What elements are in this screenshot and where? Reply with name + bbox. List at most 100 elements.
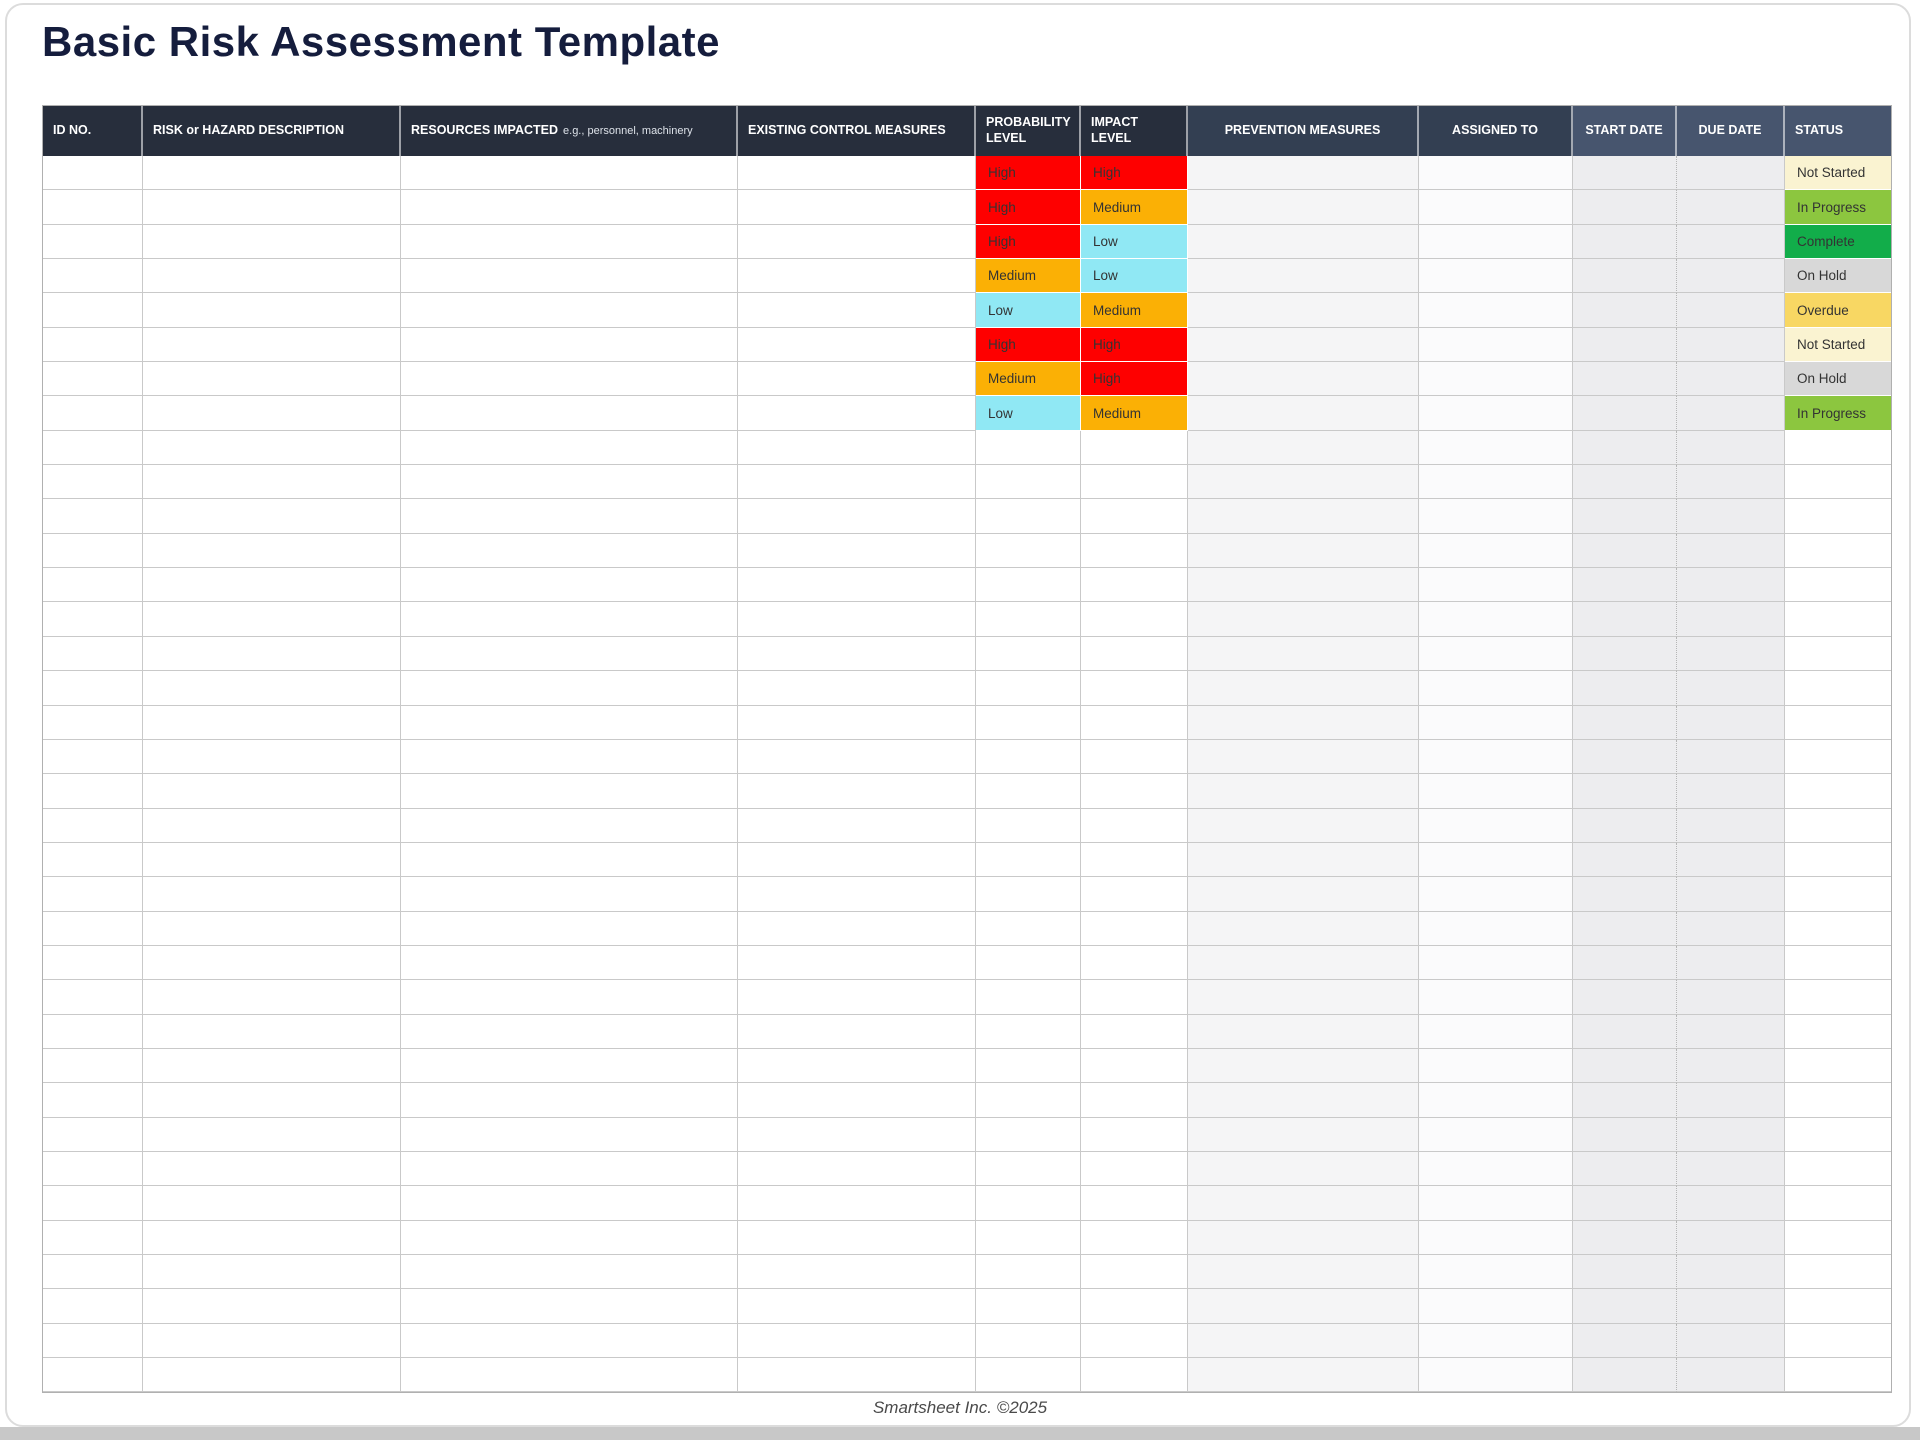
cell-assigned-to[interactable] [1419,259,1573,294]
cell-probability-level[interactable]: High [976,190,1081,225]
cell-status[interactable] [1785,945,1891,981]
cell-risk-description[interactable] [143,945,401,981]
cell-impact-level[interactable] [1081,465,1188,500]
cell-risk-description[interactable] [143,568,401,603]
cell-due-date[interactable] [1677,190,1785,225]
cell-resources-impacted[interactable] [401,671,738,706]
cell-status[interactable]: On Hold [1785,362,1891,397]
cell-start-date[interactable] [1573,224,1677,260]
cell-status[interactable]: Not Started [1785,156,1891,191]
cell-prevention-measures[interactable] [1188,602,1419,637]
cell-id-no[interactable] [43,774,143,809]
cell-risk-description[interactable] [143,1186,401,1221]
cell-resources-impacted[interactable] [401,259,738,294]
cell-existing-control-measures[interactable] [738,1186,976,1221]
cell-start-date[interactable] [1573,499,1677,534]
cell-prevention-measures[interactable] [1188,636,1419,672]
cell-id-no[interactable] [43,1358,143,1393]
cell-prevention-measures[interactable] [1188,1048,1419,1084]
cell-resources-impacted[interactable] [401,808,738,843]
cell-due-date[interactable] [1677,774,1785,809]
cell-status[interactable] [1785,911,1891,946]
cell-id-no[interactable] [43,1255,143,1290]
cell-risk-description[interactable] [143,774,401,809]
cell-assigned-to[interactable] [1419,156,1573,191]
cell-due-date[interactable] [1677,1151,1785,1187]
cell-prevention-measures[interactable] [1188,1220,1419,1255]
cell-assigned-to[interactable] [1419,945,1573,981]
cell-probability-level[interactable] [976,705,1081,740]
cell-assigned-to[interactable] [1419,602,1573,637]
cell-risk-description[interactable] [143,1323,401,1359]
cell-impact-level[interactable] [1081,808,1188,843]
cell-existing-control-measures[interactable] [738,705,976,740]
cell-status[interactable] [1785,877,1891,912]
cell-risk-description[interactable] [143,808,401,843]
cell-impact-level[interactable]: Low [1081,224,1188,260]
cell-impact-level[interactable] [1081,636,1188,672]
cell-id-no[interactable] [43,1186,143,1221]
cell-probability-level[interactable] [976,1186,1081,1221]
cell-assigned-to[interactable] [1419,877,1573,912]
cell-prevention-measures[interactable] [1188,156,1419,191]
cell-risk-description[interactable] [143,636,401,672]
cell-existing-control-measures[interactable] [738,636,976,672]
cell-risk-description[interactable] [143,842,401,878]
cell-resources-impacted[interactable] [401,1255,738,1290]
cell-start-date[interactable] [1573,1048,1677,1084]
cell-assigned-to[interactable] [1419,739,1573,775]
cell-status[interactable]: In Progress [1785,190,1891,225]
cell-prevention-measures[interactable] [1188,705,1419,740]
cell-resources-impacted[interactable] [401,224,738,260]
cell-probability-level[interactable] [976,911,1081,946]
cell-resources-impacted[interactable] [401,533,738,569]
cell-impact-level[interactable] [1081,1255,1188,1290]
cell-impact-level[interactable] [1081,1289,1188,1324]
cell-start-date[interactable] [1573,396,1677,431]
cell-impact-level[interactable] [1081,842,1188,878]
cell-status[interactable] [1785,533,1891,569]
cell-due-date[interactable] [1677,636,1785,672]
cell-existing-control-measures[interactable] [738,808,976,843]
cell-resources-impacted[interactable] [401,156,738,191]
cell-impact-level[interactable] [1081,774,1188,809]
cell-existing-control-measures[interactable] [738,1117,976,1152]
cell-resources-impacted[interactable] [401,190,738,225]
cell-prevention-measures[interactable] [1188,945,1419,981]
cell-id-no[interactable] [43,465,143,500]
cell-risk-description[interactable] [143,911,401,946]
cell-start-date[interactable] [1573,1255,1677,1290]
cell-probability-level[interactable] [976,1048,1081,1084]
cell-status[interactable] [1785,1186,1891,1221]
cell-impact-level[interactable] [1081,533,1188,569]
cell-existing-control-measures[interactable] [738,980,976,1015]
cell-resources-impacted[interactable] [401,1083,738,1118]
cell-start-date[interactable] [1573,1083,1677,1118]
cell-prevention-measures[interactable] [1188,980,1419,1015]
cell-id-no[interactable] [43,1048,143,1084]
cell-status[interactable] [1785,1255,1891,1290]
cell-probability-level[interactable] [976,671,1081,706]
cell-probability-level[interactable] [976,568,1081,603]
cell-impact-level[interactable] [1081,1186,1188,1221]
cell-start-date[interactable] [1573,739,1677,775]
cell-status[interactable] [1785,774,1891,809]
cell-status[interactable]: Complete [1785,224,1891,260]
cell-existing-control-measures[interactable] [738,259,976,294]
cell-id-no[interactable] [43,533,143,569]
cell-status[interactable]: Overdue [1785,293,1891,328]
cell-probability-level[interactable] [976,1358,1081,1393]
cell-status[interactable] [1785,808,1891,843]
cell-risk-description[interactable] [143,1014,401,1049]
cell-status[interactable] [1785,1151,1891,1187]
cell-prevention-measures[interactable] [1188,877,1419,912]
cell-start-date[interactable] [1573,808,1677,843]
cell-status[interactable] [1785,636,1891,672]
cell-prevention-measures[interactable] [1188,293,1419,328]
cell-prevention-measures[interactable] [1188,190,1419,225]
cell-impact-level[interactable] [1081,602,1188,637]
cell-risk-description[interactable] [143,739,401,775]
cell-prevention-measures[interactable] [1188,327,1419,363]
cell-assigned-to[interactable] [1419,327,1573,363]
cell-existing-control-measures[interactable] [738,671,976,706]
